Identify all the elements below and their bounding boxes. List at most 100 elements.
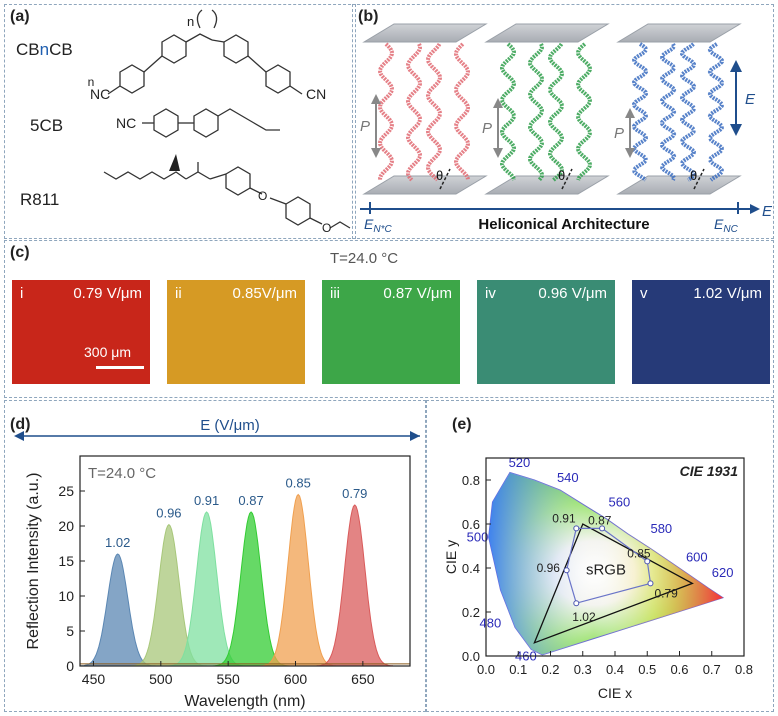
- chart-title: CIE 1931: [680, 463, 739, 479]
- field-axis-label: E (V/μm): [200, 417, 259, 434]
- micrograph-temperature: T=24.0 °C: [330, 250, 399, 267]
- cbncb-ring-2: [161, 34, 187, 64]
- y-tick-label: 25: [58, 483, 74, 499]
- bottom-plate: [362, 175, 488, 195]
- srgb-label: sRGB: [586, 562, 626, 579]
- x-tick-label: 0.7: [703, 662, 721, 677]
- micrograph-index: i: [20, 285, 24, 302]
- cbncb-left-group: NC: [90, 86, 110, 102]
- x-tick-label: 500: [149, 671, 173, 687]
- micrograph-index: v: [640, 285, 648, 302]
- architecture-caption: Heliconical Architecture: [478, 216, 649, 233]
- helix: [425, 42, 443, 182]
- pitch-label: P: [614, 125, 624, 142]
- bottom-plate: [616, 175, 742, 195]
- micrograph-index: iii: [330, 285, 340, 302]
- theta-label: θ: [436, 168, 443, 183]
- y-axis-label: CIE y: [443, 540, 459, 574]
- micrograph-tile: iii 0.87 V/μm: [322, 280, 460, 384]
- helix: [660, 43, 677, 181]
- y-tick-label: 0.4: [462, 561, 480, 576]
- panel-a-label: (a): [10, 8, 30, 25]
- field-label: E: [745, 91, 756, 108]
- y-tick-label: 5: [66, 623, 74, 639]
- wavelength-label: 560: [609, 494, 631, 509]
- cie-point-0.96: [563, 567, 570, 574]
- cie-point-0.87: [599, 525, 606, 532]
- x-tick-label: 0.1: [509, 662, 527, 677]
- panel-b-frame: [352, 4, 774, 239]
- top-plate: [484, 23, 610, 43]
- pitch-arrow-head: [493, 98, 503, 108]
- y-tick-label: 15: [58, 553, 74, 569]
- x-tick-label: 0.2: [541, 662, 559, 677]
- x-tick-label: 650: [351, 671, 375, 687]
- pitch-arrow-head: [493, 148, 503, 158]
- peak-label: 0.85: [286, 476, 311, 491]
- pitch-arrow-head: [625, 108, 635, 118]
- axis-right-label: ENC: [714, 216, 739, 235]
- micrograph-index: iv: [485, 285, 496, 302]
- wavelength-label: 520: [509, 455, 531, 470]
- cie-point-label: 0.85: [627, 546, 651, 560]
- y-tick-label: 0: [66, 658, 74, 674]
- spectrum-peak-1.02: [79, 553, 157, 667]
- y-axis-label: Reflection Intensity (a.u.): [25, 473, 42, 650]
- r811-ring-1: [225, 166, 251, 196]
- r811-oxygen-1: O: [258, 189, 267, 203]
- micrograph-voltage: 0.96 V/μm: [538, 285, 607, 302]
- spectrum-peak-0.85: [259, 493, 337, 667]
- peak-label: 1.02: [105, 535, 130, 550]
- wavelength-label: 600: [686, 549, 708, 564]
- helix: [707, 42, 724, 182]
- cie-point-label: 0.91: [552, 511, 576, 525]
- field-arrow-left: [14, 431, 24, 441]
- cie-point-0.79: [647, 580, 654, 587]
- panel-d-frame: [4, 400, 426, 712]
- x-tick-label: 0.5: [638, 662, 656, 677]
- x-tick-label: 0.0: [477, 662, 495, 677]
- temperature-annotation: T=24.0 °C: [88, 465, 156, 482]
- panel-e-frame: [426, 400, 774, 712]
- y-tick-label: 0.0: [462, 649, 480, 664]
- cie-point-label: 0.79: [654, 586, 678, 600]
- x-axis-label: CIE x: [598, 685, 632, 701]
- r811-name: R811: [20, 190, 60, 209]
- cie-point-1.02: [573, 600, 580, 607]
- wavelength-label: 500: [467, 530, 489, 545]
- helix: [631, 42, 649, 182]
- x-axis-label: Wavelength (nm): [184, 693, 305, 710]
- micrograph-tile: v 1.02 V/μm: [632, 280, 770, 384]
- x-tick-label: 450: [82, 671, 106, 687]
- bottom-plate: [484, 175, 610, 195]
- wavelength-label: 540: [557, 470, 579, 485]
- molecule-structures: n n NC CN NC O O: [88, 9, 351, 235]
- x-tick-label: 550: [216, 671, 240, 687]
- cie-point-0.85: [644, 558, 651, 565]
- theta-label: θ: [690, 168, 697, 183]
- peak-label: 0.91: [194, 493, 219, 508]
- axis-end-label: E: [762, 203, 773, 220]
- cie-point-label: 1.02: [572, 610, 596, 624]
- cone-axis: [561, 168, 573, 190]
- heliconical-diagram: Pθ Pθ Pθ EN*C ENC E Heliconical Architectu…: [360, 23, 773, 235]
- y-tick-label: 0.6: [462, 517, 480, 532]
- panel-a-frame: [4, 4, 356, 239]
- cbncb-ring-4: [265, 64, 291, 94]
- x-tick-label: 0.3: [574, 662, 592, 677]
- pitch-arrow-head: [371, 148, 381, 158]
- micrograph-voltage: 0.79 V/μm: [73, 285, 142, 302]
- top-plate: [616, 23, 742, 43]
- x-tick-label: 0.4: [606, 662, 624, 677]
- cbncb-ring-3: [223, 34, 249, 64]
- helix: [378, 42, 394, 180]
- cbncb-right-group: CN: [306, 86, 326, 102]
- micrograph-voltage: 1.02 V/μm: [693, 285, 762, 302]
- spacer-n-label: n: [187, 14, 194, 29]
- helix: [453, 42, 471, 181]
- peak-label: 0.79: [342, 486, 367, 501]
- helix: [499, 42, 517, 181]
- cie-point-label: 0.87: [588, 513, 612, 527]
- axis-left-label: EN*C: [364, 216, 392, 235]
